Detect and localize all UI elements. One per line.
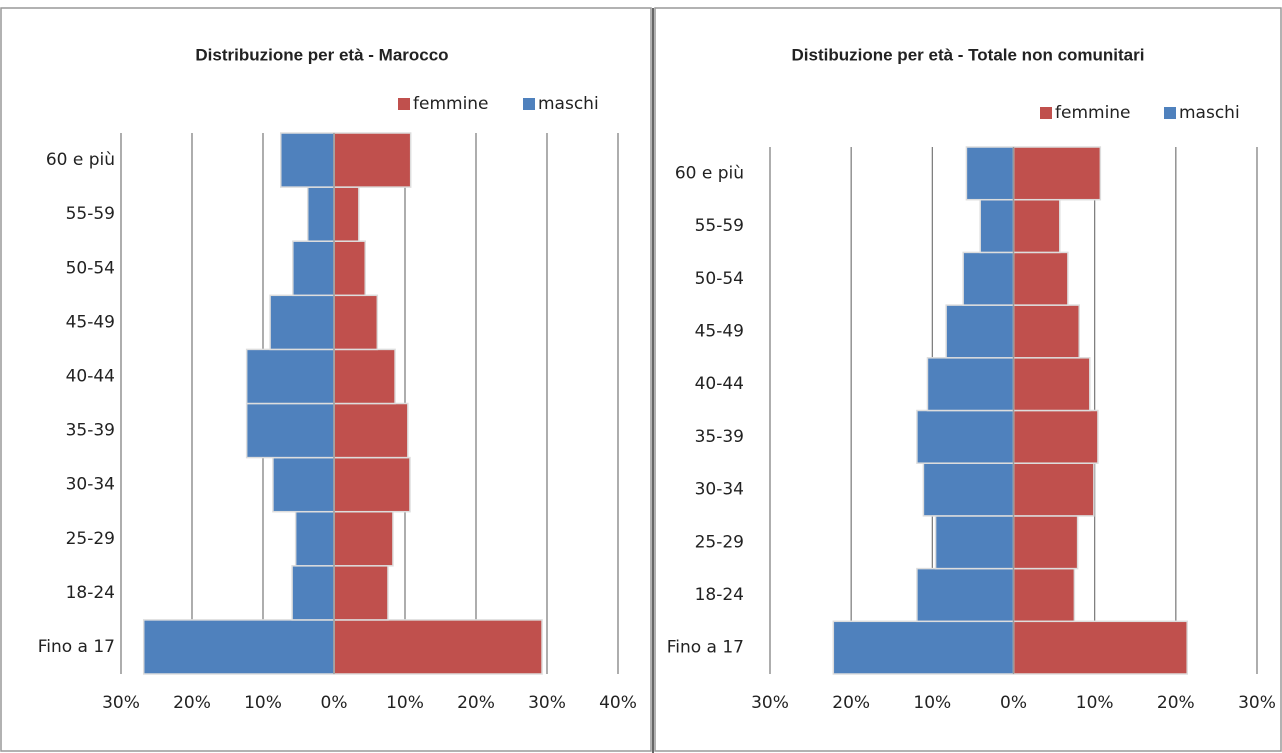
y-tick-label: Fino a 17 <box>38 637 115 657</box>
y-tick-label: 18-24 <box>695 585 744 605</box>
y-tick-label: 18-24 <box>66 583 115 603</box>
bar <box>1012 620 1188 675</box>
x-tick-label: 0% <box>1000 693 1027 713</box>
y-tick-label: 30-34 <box>66 475 115 495</box>
bar <box>294 510 335 567</box>
bar <box>245 348 335 405</box>
legend-swatch <box>1164 107 1176 119</box>
y-tick-label: 55-59 <box>695 216 744 236</box>
y-tick-label: 35-39 <box>695 427 744 447</box>
x-tick-label: 30% <box>102 693 140 713</box>
legend-swatch <box>1040 107 1052 119</box>
bar <box>269 294 335 351</box>
bar <box>962 251 1015 306</box>
x-tick-label: 30% <box>528 693 566 713</box>
legend-label: femmine <box>413 94 489 114</box>
x-tick-label: 40% <box>599 693 637 713</box>
x-tick-label: 10% <box>913 693 951 713</box>
bar <box>965 146 1015 201</box>
bar <box>333 402 409 459</box>
x-tick-label: 10% <box>386 693 424 713</box>
chart-title: Distribuzione per età - Marocco <box>195 45 448 64</box>
bar <box>926 357 1015 412</box>
panel-border <box>0 7 652 752</box>
bar <box>945 304 1015 359</box>
panel-border <box>654 7 1282 752</box>
bar <box>291 565 335 621</box>
bar <box>1012 198 1061 254</box>
y-tick-label: Fino a 17 <box>667 638 744 658</box>
y-tick-label: 35-39 <box>66 421 115 441</box>
legend-swatch <box>523 98 535 110</box>
bar <box>333 132 412 188</box>
y-tick-label: 60 e più <box>46 150 115 170</box>
bar <box>142 619 335 675</box>
x-tick-label: 30% <box>751 693 789 713</box>
bar <box>934 515 1015 570</box>
bar <box>979 198 1015 254</box>
x-tick-label: 10% <box>1076 693 1114 713</box>
bar <box>280 132 335 188</box>
x-tick-label: 30% <box>1238 693 1276 713</box>
bar <box>916 409 1015 464</box>
bar <box>1012 567 1076 623</box>
legend-label: maschi <box>538 94 599 114</box>
chart-title: Distibuzione per età - Totale non comuni… <box>792 45 1145 64</box>
y-tick-label: 50-54 <box>66 258 115 278</box>
bar <box>272 456 335 513</box>
y-tick-label: 30-34 <box>695 480 744 500</box>
y-tick-label: 25-29 <box>66 529 115 549</box>
bar <box>333 348 396 405</box>
y-tick-label: 55-59 <box>66 204 115 224</box>
bar <box>292 240 335 297</box>
y-tick-label: 40-44 <box>66 366 115 386</box>
bar <box>1012 515 1079 570</box>
bar <box>333 565 389 621</box>
bar <box>1012 462 1095 517</box>
bar <box>1012 251 1069 306</box>
bar <box>333 294 379 351</box>
bar <box>306 186 335 242</box>
bar <box>333 186 360 242</box>
bar <box>1012 304 1080 359</box>
bar <box>333 510 394 567</box>
y-tick-label: 60 e più <box>675 163 744 183</box>
bar <box>1012 357 1091 412</box>
bar <box>832 620 1015 675</box>
bar <box>333 456 411 513</box>
bar <box>922 462 1015 517</box>
legend-label: maschi <box>1179 103 1240 123</box>
x-tick-label: 20% <box>832 693 870 713</box>
y-tick-label: 25-29 <box>695 532 744 552</box>
bar <box>1012 409 1099 464</box>
bar <box>333 240 366 297</box>
y-tick-label: 40-44 <box>695 374 744 394</box>
bar <box>333 619 543 675</box>
x-tick-label: 20% <box>173 693 211 713</box>
bar <box>245 402 335 459</box>
bar <box>916 567 1015 623</box>
x-tick-label: 20% <box>1157 693 1195 713</box>
y-tick-label: 45-49 <box>66 312 115 332</box>
bar <box>1012 146 1102 201</box>
x-tick-label: 10% <box>244 693 282 713</box>
legend-swatch <box>398 98 410 110</box>
x-tick-label: 0% <box>321 693 348 713</box>
legend-label: femmine <box>1055 103 1131 123</box>
y-tick-label: 50-54 <box>695 269 744 289</box>
x-tick-label: 20% <box>457 693 495 713</box>
y-tick-label: 45-49 <box>695 321 744 341</box>
